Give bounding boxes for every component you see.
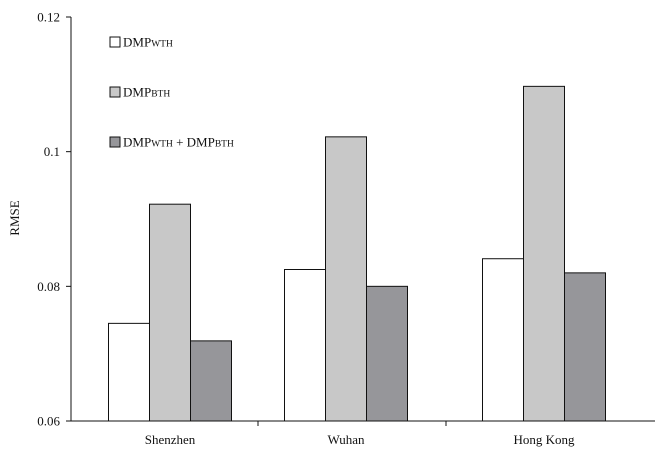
bar-shenzhen-series-3 [190,340,232,422]
x-tick-label: Hong Kong [513,432,575,447]
legend-label-1: DMPWTH [123,35,173,50]
legend-label-2: DMPBTH [123,85,170,100]
y-tick-label: 0.08 [37,279,60,294]
bars-layer [108,85,606,422]
legend-swatch-1 [109,36,121,48]
bar-wuhan-series-2 [325,136,367,422]
bar-shenzhen-series-1 [108,322,150,422]
legend: DMPWTH DMPBTH DMPWTH + DMPBTH [109,35,234,150]
y-tick-label: 0.06 [37,414,60,429]
legend-swatch-2 [109,86,121,98]
bar-wuhan-series-3 [366,285,408,422]
x-tick-label: Shenzhen [145,432,196,447]
bar-hong-kong-series-1 [482,258,524,422]
y-axis-label: RMSE [7,200,22,235]
bar-hong-kong-series-3 [564,272,606,422]
y-tick-label: 0.1 [44,144,60,159]
y-tick-label: 0.12 [37,10,60,25]
x-tick-label: Wuhan [327,432,365,447]
legend-label-3: DMPWTH + DMPBTH [123,135,234,150]
axes-layer: 0.06 0.08 0.1 0.12 Shenzhen Wuhan Hong Kong [37,10,655,447]
legend-swatch-3 [109,136,121,148]
bar-wuhan-series-1 [284,269,326,422]
bar-shenzhen-series-2 [149,203,191,422]
bar-hong-kong-series-2 [523,85,565,422]
